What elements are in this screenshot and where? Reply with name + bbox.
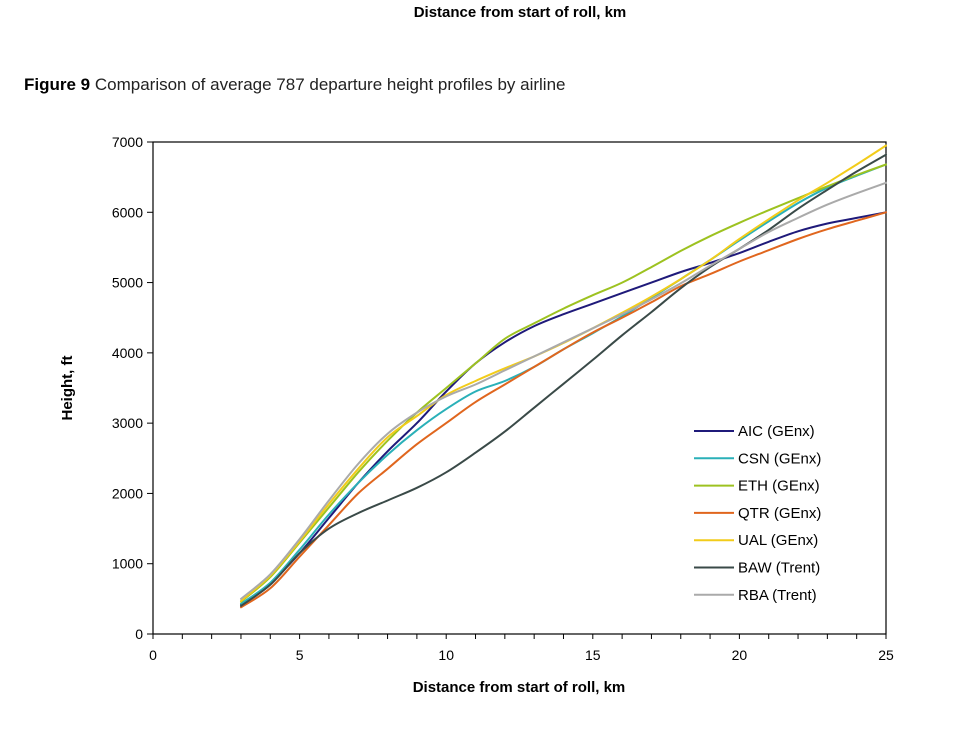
plot-area	[152, 141, 887, 635]
y-tick-label: 6000	[112, 204, 143, 220]
x-axis-ticks: 0 5 10 15 20 25	[149, 634, 894, 663]
legend-label: ETH (GEnx)	[738, 478, 820, 495]
series-lines	[240, 144, 887, 609]
legend-label: CSN (GEnx)	[738, 450, 821, 467]
figure-title-text: Comparison of average 787 departure heig…	[94, 75, 566, 94]
y-tick-label: 2000	[112, 485, 143, 501]
x-tick-label: 25	[878, 647, 894, 663]
x-tick-label: 10	[438, 647, 454, 663]
x-tick-label: 15	[585, 647, 601, 663]
legend-label: AIC (GEnx)	[738, 423, 815, 440]
chart-legend: AIC (GEnx) CSN (GEnx) ETH (GEnx) QTR (GEnx)…	[694, 423, 821, 604]
y-tick-label: 7000	[112, 134, 143, 150]
top-caption: Distance from start of roll, km	[413, 4, 627, 21]
series-line-2	[240, 163, 887, 603]
y-axis-label: Height, ft	[59, 356, 76, 421]
legend-label: UAL (GEnx)	[738, 532, 818, 549]
y-tick-label: 3000	[112, 415, 143, 431]
y-axis-ticks: 0 1000 2000 3000 4000 5000 6000 7000	[112, 134, 153, 642]
x-axis-label: Distance from start of roll, km	[413, 679, 626, 696]
y-tick-label: 0	[135, 626, 143, 642]
x-tick-label: 20	[732, 647, 748, 663]
legend-label: QTR (GEnx)	[738, 505, 821, 522]
y-tick-label: 5000	[112, 275, 143, 291]
figure-label: Figure 9	[24, 75, 91, 94]
figure-title: Figure 9 Comparison of average 787 depar…	[24, 75, 565, 95]
legend-label: BAW (Trent)	[738, 560, 820, 577]
series-line-6	[240, 181, 887, 600]
y-tick-label: 4000	[112, 345, 143, 361]
legend-label: RBA (Trent)	[738, 587, 817, 604]
series-line-5	[240, 153, 887, 607]
x-tick-label: 5	[296, 647, 304, 663]
y-tick-label: 1000	[112, 556, 143, 572]
x-tick-label: 0	[149, 647, 157, 663]
series-line-3	[240, 211, 887, 609]
